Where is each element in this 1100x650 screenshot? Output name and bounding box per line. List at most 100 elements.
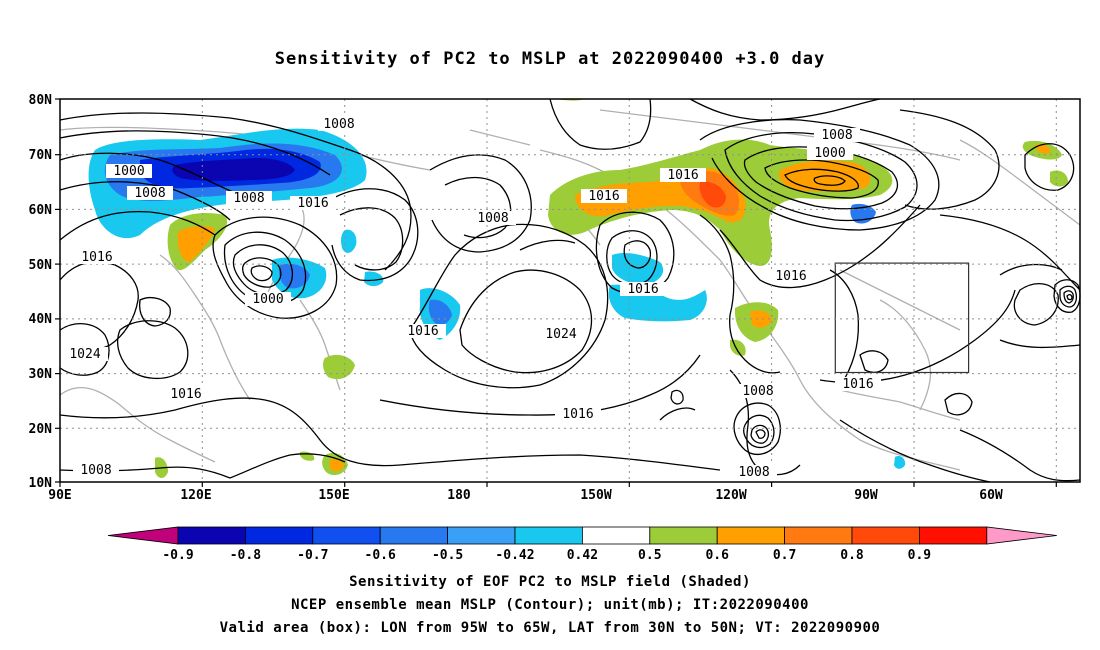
- svg-text:1024: 1024: [545, 327, 576, 342]
- svg-text:1000: 1000: [113, 164, 144, 179]
- colorbar-box: [582, 526, 651, 545]
- lat-tick-label: 60N: [29, 203, 53, 218]
- contour-label: 1016: [290, 196, 336, 211]
- colorbar-box: [649, 526, 718, 545]
- gridlines: [60, 99, 1080, 482]
- lon-tick-labels: 90E 120E 150E 180 150W 120W 90W 60W: [48, 488, 1003, 503]
- lat-tick-label: 30N: [29, 367, 53, 382]
- svg-text:1008: 1008: [738, 465, 769, 480]
- svg-text:1016: 1016: [81, 250, 112, 265]
- contour-label: 1008: [318, 117, 360, 132]
- svg-text:1016: 1016: [627, 282, 658, 297]
- contour-label: 1016: [620, 282, 666, 297]
- contour-label: 1024: [62, 347, 108, 362]
- svg-text:1016: 1016: [588, 189, 619, 204]
- lon-tick-label: 90E: [48, 488, 71, 503]
- lat-tick-label: 50N: [29, 258, 53, 273]
- contour-label: 1008: [73, 463, 119, 478]
- svg-text:1016: 1016: [407, 324, 438, 339]
- colorbar-tick-label: 0.6: [705, 548, 729, 563]
- lat-tick-label: 70N: [29, 148, 53, 163]
- svg-text:1008: 1008: [742, 384, 773, 399]
- colorbar-box: [447, 526, 516, 545]
- colorbar-box: [514, 526, 583, 545]
- colorbar-tick-label: 0.5: [638, 548, 661, 563]
- lon-tick-label: 150W: [580, 488, 611, 503]
- lon-tick-label: 90W: [854, 488, 878, 503]
- colorbar-tick-label: -0.42: [495, 548, 534, 563]
- lat-tick-label: 20N: [29, 422, 53, 437]
- contour-label: 1016: [555, 407, 601, 422]
- contour-label-1000-center: 1000: [807, 146, 853, 161]
- caption-valid-area: Valid area (box): LON from 95W to 65W, L…: [219, 620, 881, 636]
- svg-text:1008: 1008: [477, 211, 508, 226]
- lon-tick-label: 120E: [180, 488, 211, 503]
- colorbar-box: [244, 526, 314, 545]
- colorbar-box: [851, 526, 920, 545]
- lon-tick-label: 120W: [715, 488, 746, 503]
- colorbar-labels: -0.9 -0.8 -0.7 -0.6 -0.5 -0.42 0.42 0.5 0.6 0.7 0.…: [162, 548, 931, 563]
- colorbar-tick-label: -0.5: [432, 548, 463, 563]
- svg-text:1008: 1008: [80, 463, 111, 478]
- svg-text:1008: 1008: [323, 117, 354, 132]
- colorbar-tick-label: -0.6: [365, 548, 396, 563]
- colorbar-box: [784, 526, 853, 545]
- lat-tick-label: 40N: [29, 312, 53, 327]
- svg-text:1016: 1016: [842, 377, 873, 392]
- colorbar-tick-label: 0.7: [773, 548, 796, 563]
- colorbar-box: [716, 526, 786, 545]
- contour-label: 1016: [660, 168, 706, 183]
- svg-text:1008: 1008: [821, 128, 852, 143]
- contour-label: 1000: [245, 292, 291, 307]
- colorbar-box: [312, 526, 381, 545]
- colorbar-min-triangle: [107, 526, 179, 545]
- svg-text:1016: 1016: [562, 407, 593, 422]
- colorbar-tick-label: 0.9: [908, 548, 931, 563]
- lon-tick-label: 180: [447, 488, 471, 503]
- caption-shading: Sensitivity of EOF PC2 to MSLP field (Sh…: [349, 574, 751, 590]
- contour-label: 1016: [400, 324, 446, 339]
- colorbar-box: [177, 526, 246, 545]
- contour-label: 1008: [127, 186, 173, 201]
- caption-contour: NCEP ensemble mean MSLP (Contour); unit(…: [291, 597, 809, 613]
- map-frame: [59, 98, 1081, 483]
- contour-label: 1008: [814, 128, 860, 143]
- svg-text:1016: 1016: [667, 168, 698, 183]
- svg-text:1016: 1016: [170, 387, 201, 402]
- tick-marks: [55, 98, 1057, 487]
- contour-label: 1016: [74, 250, 120, 265]
- contour-label: 1008: [470, 211, 516, 226]
- chart-title: Sensitivity of PC2 to MSLP at 2022090400…: [274, 49, 826, 69]
- colorbar-box: [919, 526, 988, 545]
- contour-label: 1008: [226, 191, 272, 206]
- colorbar-tick-label: -0.8: [230, 548, 261, 563]
- contour-label: 1008: [735, 384, 781, 399]
- colorbar-tick-label: -0.9: [162, 548, 193, 563]
- contour-label-group: 1008 1000 1008 1008 1016 1016 1008 1000 …: [62, 117, 881, 480]
- contour-label: 1000: [106, 164, 152, 179]
- contour-label: 1016: [835, 377, 881, 392]
- lon-tick-label: 60W: [979, 488, 1003, 503]
- colorbar-max-triangle: [986, 526, 1057, 545]
- svg-text:1000: 1000: [814, 146, 845, 161]
- lon-tick-label: 150E: [318, 488, 349, 503]
- colorbar-tick-label: 0.42: [567, 548, 598, 563]
- lat-tick-label: 10N: [29, 476, 53, 491]
- valid-area-box: [834, 262, 970, 374]
- colorbar-tick-label: -0.7: [297, 548, 328, 563]
- svg-text:1016: 1016: [775, 269, 806, 284]
- contour-label: 1024: [538, 327, 584, 342]
- colorbar-box: [379, 526, 449, 545]
- svg-text:1008: 1008: [233, 191, 264, 206]
- svg-text:1024: 1024: [69, 347, 100, 362]
- contour-label: 1016: [581, 189, 627, 204]
- svg-text:1016: 1016: [297, 196, 328, 211]
- lat-tick-labels: 80N 70N 60N 50N 40N 30N 20N 10N: [29, 93, 53, 491]
- svg-text:1000: 1000: [252, 292, 283, 307]
- colorbar-tick-label: 0.8: [840, 548, 864, 563]
- contour-label: 1008: [731, 465, 777, 480]
- colorbar: [107, 526, 1057, 545]
- lat-tick-label: 80N: [29, 93, 53, 108]
- svg-text:1008: 1008: [134, 186, 165, 201]
- sensitivity-map: 1008 1000 1008 1008 1016 1016 1008 1000 …: [29, 93, 1081, 563]
